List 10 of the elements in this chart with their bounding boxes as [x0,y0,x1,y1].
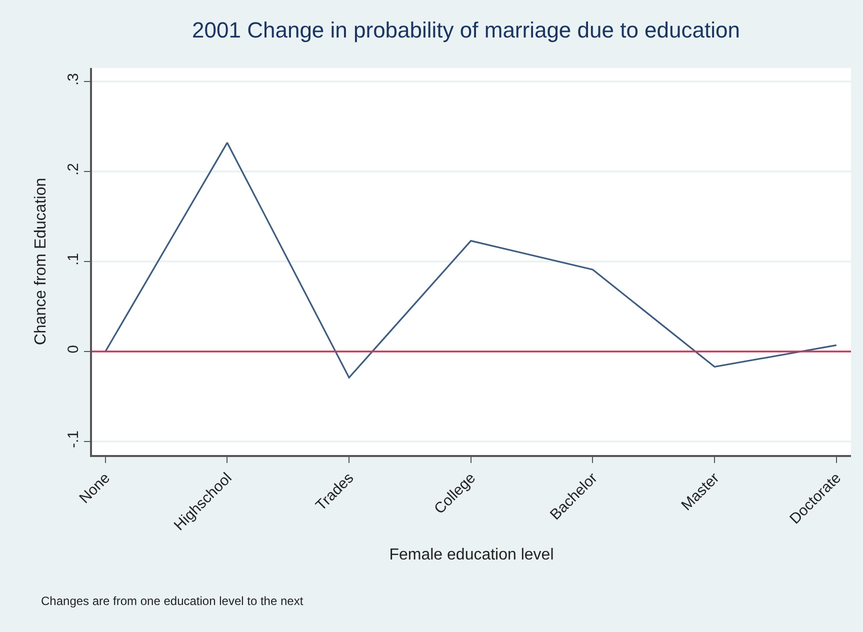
y-tick-label: .3 [65,72,82,86]
y-axis-title: Chance from Education [32,178,50,346]
y-tick-label: 0 [65,345,82,354]
y-tick-label: .1 [65,252,82,266]
x-axis-title: Female education level [389,546,554,564]
y-tick-label: -.1 [65,430,82,448]
line-series [104,142,838,378]
text: Changes are from one education level to the next [41,594,304,608]
chart-title: 2001 Change in probability of marriage due to education [192,18,740,43]
y-tick-label: .2 [65,162,82,176]
